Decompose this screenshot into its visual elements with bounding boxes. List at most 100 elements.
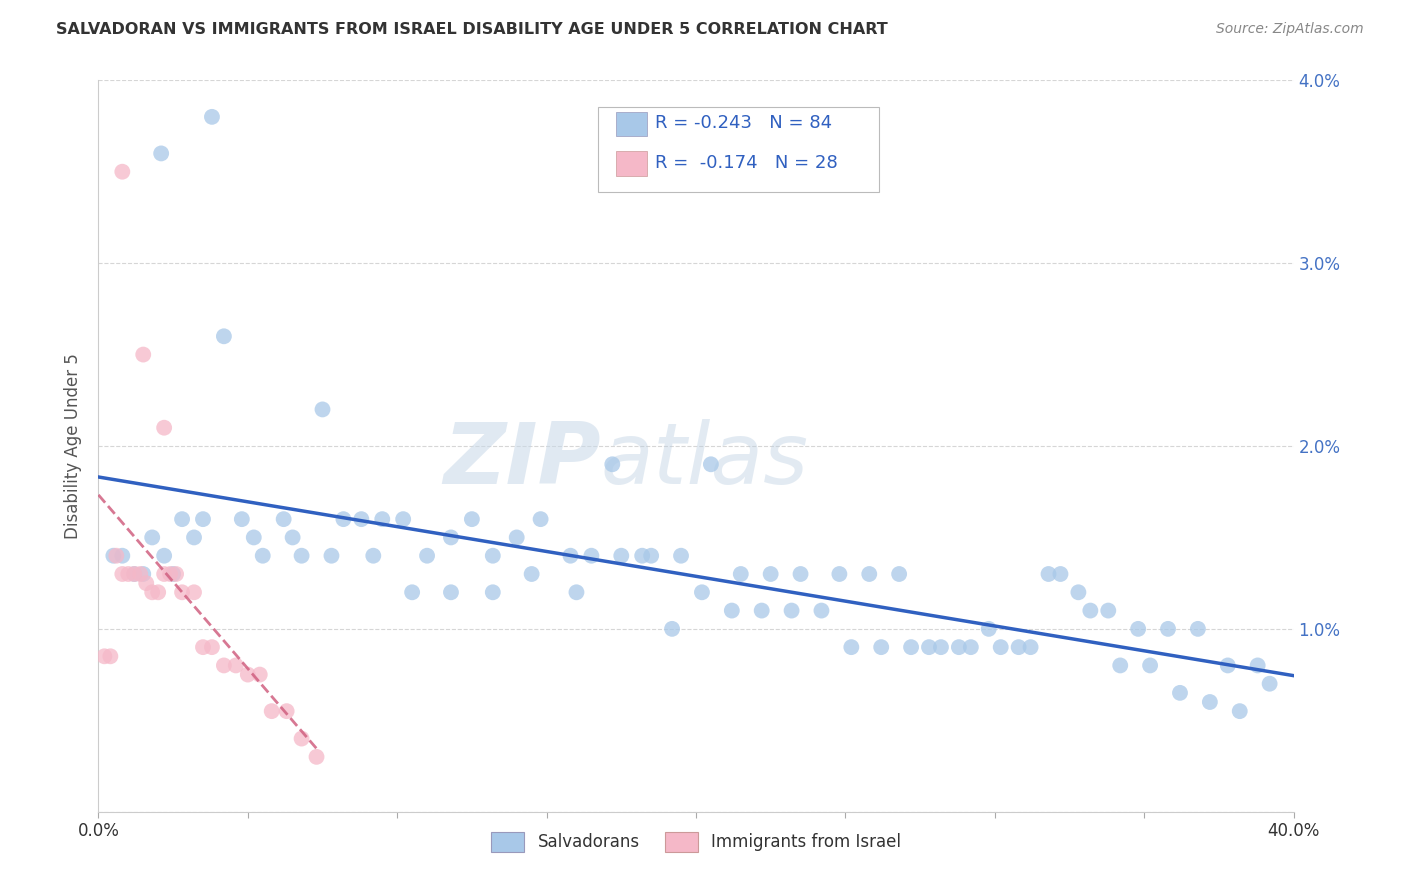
Point <box>929 640 952 655</box>
Point <box>103 549 125 563</box>
Point <box>565 585 588 599</box>
Point <box>1019 640 1042 655</box>
Point <box>135 576 157 591</box>
Point <box>291 731 314 746</box>
Point <box>392 512 415 526</box>
Point <box>191 640 214 655</box>
Point <box>141 530 163 544</box>
Text: R =  -0.174   N = 28: R = -0.174 N = 28 <box>655 154 838 172</box>
Point <box>172 512 194 526</box>
Point <box>1097 604 1119 618</box>
Point <box>560 549 582 563</box>
Point <box>98 649 122 664</box>
Point <box>1157 622 1180 636</box>
Point <box>918 640 941 655</box>
Point <box>482 549 505 563</box>
Point <box>669 549 692 563</box>
Point <box>201 640 224 655</box>
Point <box>350 512 373 526</box>
Point <box>249 667 271 681</box>
Point <box>1080 604 1102 618</box>
Text: Source: ZipAtlas.com: Source: ZipAtlas.com <box>1216 22 1364 37</box>
Point <box>231 512 253 526</box>
Point <box>900 640 922 655</box>
Point <box>948 640 970 655</box>
Point <box>1199 695 1222 709</box>
Point <box>506 530 529 544</box>
Point <box>461 512 484 526</box>
Point <box>252 549 274 563</box>
Point <box>243 530 266 544</box>
Point <box>721 604 744 618</box>
Point <box>690 585 713 599</box>
Point <box>172 585 194 599</box>
Point <box>1008 640 1031 655</box>
Point <box>201 110 224 124</box>
Point <box>700 458 723 472</box>
Point <box>610 549 633 563</box>
Point <box>332 512 354 526</box>
Point <box>631 549 654 563</box>
Point <box>416 549 439 563</box>
Point <box>93 649 115 664</box>
Point <box>810 604 832 618</box>
Point <box>1229 704 1251 718</box>
Point <box>111 164 134 178</box>
Point <box>730 567 752 582</box>
Point <box>105 549 128 563</box>
Point <box>236 667 259 681</box>
Point <box>530 512 553 526</box>
Point <box>841 640 863 655</box>
Point <box>183 585 205 599</box>
Point <box>276 704 298 718</box>
Point <box>759 567 782 582</box>
Point <box>520 567 543 582</box>
Point <box>1139 658 1161 673</box>
Point <box>124 567 146 582</box>
Point <box>977 622 1000 636</box>
Point <box>1216 658 1239 673</box>
Point <box>162 567 184 582</box>
Point <box>1128 622 1150 636</box>
Point <box>602 458 624 472</box>
Point <box>124 567 146 582</box>
Point <box>153 421 176 435</box>
Point <box>990 640 1012 655</box>
Point <box>291 549 314 563</box>
Point <box>281 530 304 544</box>
Point <box>870 640 893 655</box>
Point <box>1109 658 1132 673</box>
Point <box>141 585 163 599</box>
Point <box>440 585 463 599</box>
Point <box>581 549 603 563</box>
Point <box>1049 567 1071 582</box>
Text: R = -0.243   N = 84: R = -0.243 N = 84 <box>655 114 832 132</box>
Point <box>305 749 328 764</box>
Point <box>401 585 423 599</box>
Point <box>165 567 187 582</box>
Y-axis label: Disability Age Under 5: Disability Age Under 5 <box>65 353 83 539</box>
Point <box>153 567 176 582</box>
Point <box>183 530 205 544</box>
Point <box>440 530 463 544</box>
Point <box>159 567 181 582</box>
Point <box>1187 622 1209 636</box>
Point <box>132 347 155 362</box>
Point <box>153 549 176 563</box>
Point <box>212 658 235 673</box>
Point <box>132 567 155 582</box>
Point <box>1067 585 1090 599</box>
Text: atlas: atlas <box>600 419 808 502</box>
Point <box>1038 567 1060 582</box>
Point <box>311 402 333 417</box>
Point <box>111 567 134 582</box>
Point <box>260 704 283 718</box>
Point <box>191 512 214 526</box>
Point <box>225 658 247 673</box>
Point <box>273 512 295 526</box>
Text: ZIP: ZIP <box>443 419 600 502</box>
Point <box>117 567 139 582</box>
Point <box>789 567 811 582</box>
Point <box>1247 658 1270 673</box>
Point <box>1258 676 1281 690</box>
